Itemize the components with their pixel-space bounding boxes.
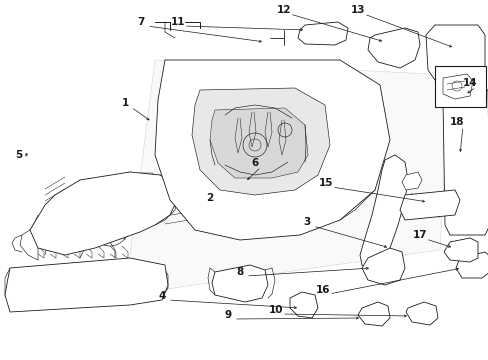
Polygon shape <box>442 90 488 235</box>
Text: 11: 11 <box>170 17 185 27</box>
Bar <box>397 42 405 48</box>
Polygon shape <box>361 248 404 285</box>
Text: 7: 7 <box>137 17 144 27</box>
Text: 4: 4 <box>158 291 165 301</box>
Polygon shape <box>443 238 477 262</box>
Text: 5: 5 <box>15 150 22 160</box>
Polygon shape <box>359 155 407 270</box>
Text: 6: 6 <box>251 158 258 168</box>
Text: 9: 9 <box>224 310 231 320</box>
Text: 1: 1 <box>121 98 128 108</box>
Text: 18: 18 <box>449 117 463 127</box>
Polygon shape <box>212 265 267 302</box>
Polygon shape <box>125 60 449 295</box>
Polygon shape <box>289 292 317 318</box>
Bar <box>138 173 153 183</box>
Polygon shape <box>399 190 459 220</box>
Text: 17: 17 <box>412 230 427 240</box>
Text: 8: 8 <box>236 267 243 277</box>
Text: 2: 2 <box>206 193 213 203</box>
Polygon shape <box>155 60 389 240</box>
Polygon shape <box>367 28 419 68</box>
Polygon shape <box>5 258 168 312</box>
Polygon shape <box>192 88 329 195</box>
Polygon shape <box>425 25 484 80</box>
Polygon shape <box>30 172 178 255</box>
Bar <box>112 177 130 189</box>
Polygon shape <box>209 108 307 178</box>
Text: 13: 13 <box>350 5 365 15</box>
Text: 3: 3 <box>303 217 310 227</box>
Text: 14: 14 <box>462 78 476 88</box>
Polygon shape <box>357 302 389 326</box>
Bar <box>85 182 107 196</box>
Polygon shape <box>442 74 472 99</box>
Polygon shape <box>455 252 488 278</box>
Bar <box>451 244 467 256</box>
Text: 16: 16 <box>315 285 329 295</box>
Text: 10: 10 <box>268 305 283 315</box>
Polygon shape <box>401 172 421 190</box>
Polygon shape <box>297 22 347 45</box>
Text: 15: 15 <box>318 178 332 188</box>
Bar <box>434 66 485 107</box>
Polygon shape <box>405 302 437 325</box>
Text: 12: 12 <box>276 5 291 15</box>
